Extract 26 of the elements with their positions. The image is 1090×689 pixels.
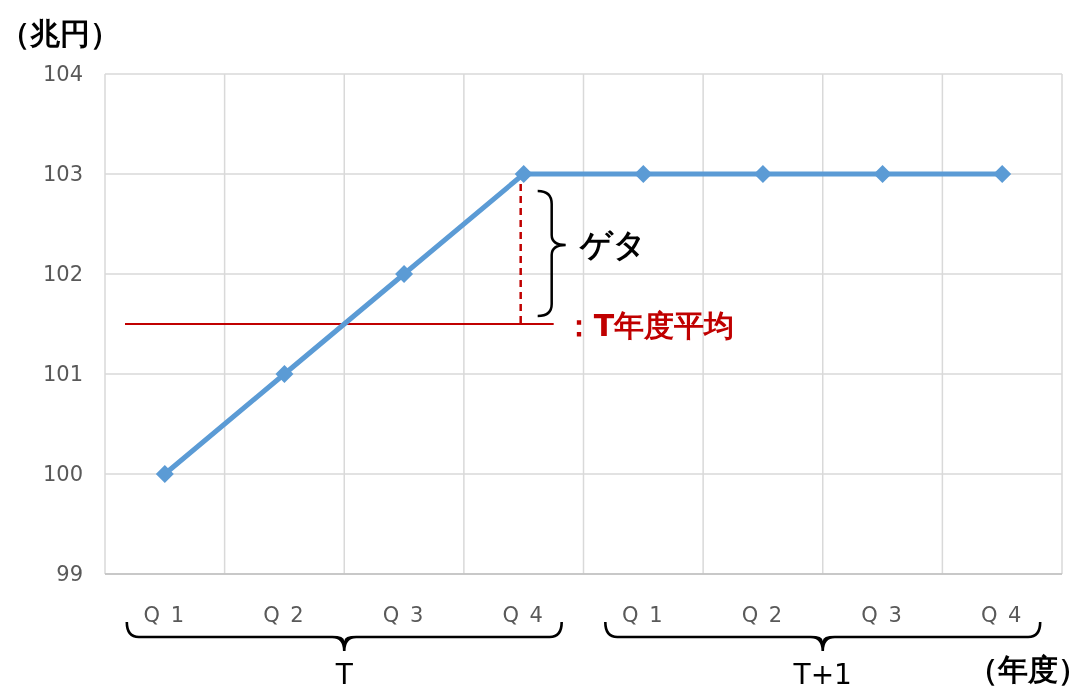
y-tick-label: 99 <box>56 562 83 586</box>
text: T <box>334 658 354 689</box>
x-axis-title: （年度） <box>968 652 1088 687</box>
text: T+1 <box>792 658 852 689</box>
x-tick-label: Q 1 <box>143 603 187 627</box>
y-tick-label: 101 <box>42 362 83 386</box>
point <box>155 465 174 483</box>
x-tick-label: Q 3 <box>382 603 426 627</box>
y-axis-title: （兆円） <box>0 16 120 51</box>
y-tick-label: 103 <box>42 162 83 186</box>
ref-line-label: ：T年度平均 <box>563 308 735 343</box>
point <box>395 265 414 283</box>
point <box>514 165 533 183</box>
x-tick-label: Q 4 <box>502 603 545 627</box>
x-tick-label: Q 3 <box>861 603 904 627</box>
x-tick-label: Q 2 <box>263 603 306 627</box>
y-tick-label: 104 <box>42 62 83 86</box>
point <box>275 365 294 383</box>
point <box>993 165 1012 183</box>
y-tick-label: 102 <box>42 262 83 286</box>
y-tick-label: 100 <box>42 462 83 486</box>
point <box>873 165 892 183</box>
annotation: ゲタ <box>578 226 646 264</box>
x-tick-label: Q 1 <box>622 603 665 627</box>
x-tick-label: Q 2 <box>741 603 785 627</box>
x-tick-label: Q 4 <box>980 603 1024 627</box>
